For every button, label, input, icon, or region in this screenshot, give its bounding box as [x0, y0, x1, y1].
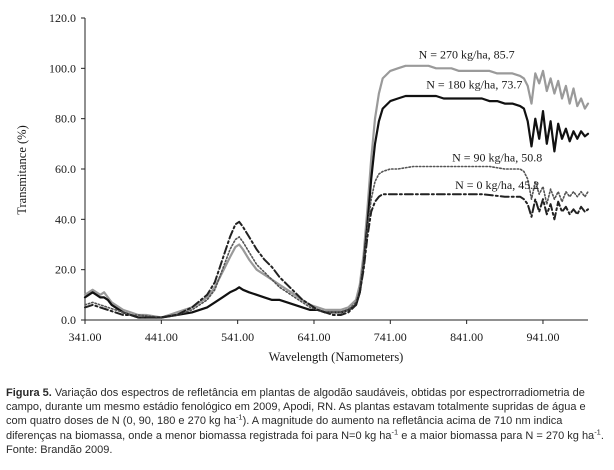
caption-superscript-3: -1: [594, 426, 601, 436]
series-annotation-n-90: N = 90 kg/ha, 50.8: [452, 150, 542, 164]
figure-caption: Figura 5. Variação dos espectros de refl…: [6, 386, 606, 457]
caption-label: Figura 5.: [6, 387, 52, 399]
y-tick-label: 100.0: [49, 61, 76, 75]
series-annotation-n-270: N = 270 kg/ha, 85.7: [419, 47, 515, 61]
series-layer: [83, 64, 590, 319]
x-tick-label: 441.00: [145, 330, 178, 344]
caption-superscript-1: -1: [235, 412, 243, 422]
caption-text-2: ). A magnitude do aumento na refletância…: [6, 415, 563, 442]
x-tick-label: 741.00: [374, 330, 407, 344]
transmittance-chart: 0.0 20.0 40.0 60.0 80.0 100.0 120.0 341.00 441.…: [15, 11, 590, 364]
y-tick-label: 40.0: [55, 212, 76, 226]
y-tick-label: 60.0: [55, 162, 76, 176]
x-tick-label: 541.00: [221, 330, 254, 344]
y-tick-label: 0.0: [61, 313, 76, 327]
caption-text-3: e a maior biomassa para N = 270 kg ha: [398, 429, 595, 442]
x-axis-title: Wavelength (Namometers): [269, 350, 404, 364]
x-tick-label: 841.00: [450, 330, 483, 344]
y-axis-title: Transmitance (%): [15, 125, 29, 214]
caption-superscript-2: -1: [391, 426, 399, 436]
series-line-n-0: [84, 193, 589, 319]
y-tick-label: 120.0: [49, 11, 76, 25]
series-annotation-n-0: N = 0 kg/ha, 45.2: [455, 178, 539, 192]
series-line-n-180: [83, 94, 590, 319]
series-line-n-90: [84, 165, 589, 319]
series-annotation-n-180: N = 180 kg/ha, 73.7: [426, 77, 522, 91]
x-tick-labels: 341.00 441.00 541.00 641.00 741.00 841.00 941.…: [69, 320, 559, 344]
caption-text-1: Variação dos espectros de refletância em…: [6, 387, 586, 428]
x-tick-label: 641.00: [297, 330, 330, 344]
caption-text-4: . Fonte: Brandão 2009.: [6, 429, 604, 456]
y-tick-label: 80.0: [55, 112, 76, 126]
y-tick-label: 20.0: [55, 263, 76, 277]
annotation-layer: N = 270 kg/ha, 85.7 N = 180 kg/ha, 73.7 N …: [419, 47, 543, 192]
x-tick-label: 941.00: [526, 330, 559, 344]
x-tick-label: 341.00: [69, 330, 102, 344]
y-tick-labels: 0.0 20.0 40.0 60.0 80.0 100.0 120.0: [49, 11, 85, 327]
